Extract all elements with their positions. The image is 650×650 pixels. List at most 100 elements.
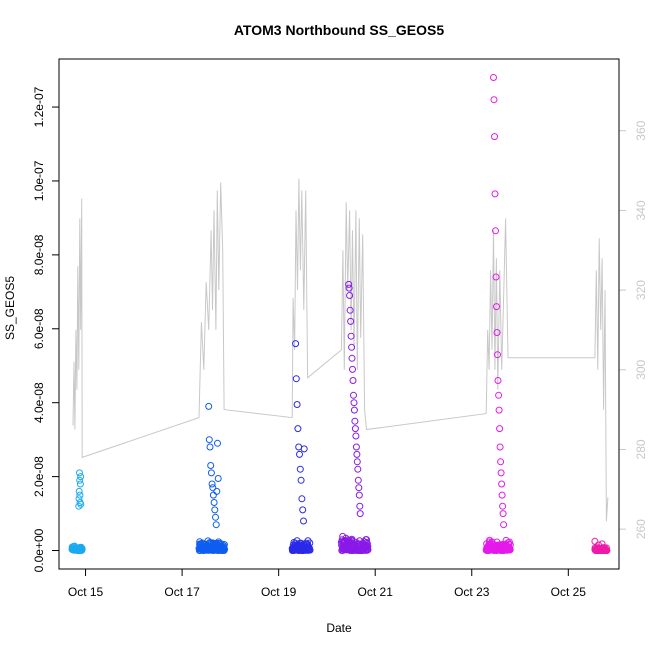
- data-point: [347, 317, 355, 325]
- data-point: [602, 544, 610, 552]
- data-point: [293, 401, 301, 408]
- data-point: [495, 391, 503, 399]
- data-point: [300, 445, 308, 453]
- data-point: [491, 133, 498, 141]
- data-point: [354, 476, 362, 484]
- y-tick-label: 4.0e-08: [32, 382, 46, 423]
- y-tick-label: 1.0e-07: [32, 160, 46, 201]
- chart-title: ATOM3 Northbound SS_GEOS5: [234, 22, 444, 38]
- y2-tick-label: 280: [634, 439, 648, 459]
- data-point: [350, 391, 357, 399]
- y-tick-label: 0.0e+00: [32, 528, 46, 572]
- data-point: [211, 506, 219, 514]
- data-point: [77, 473, 85, 481]
- data-point: [598, 540, 606, 548]
- data-point: [75, 502, 83, 510]
- data-point: [214, 439, 221, 447]
- x-tick-label: Oct 15: [68, 585, 104, 599]
- data-point: [296, 450, 303, 458]
- data-point: [207, 469, 215, 477]
- data-point: [498, 480, 506, 488]
- data-point: [345, 280, 353, 288]
- plot-line-layer: [72, 178, 609, 522]
- y2-tick-label: 360: [634, 120, 648, 140]
- data-point: [506, 546, 514, 554]
- y-tick-label: 6.0e-08: [32, 308, 46, 349]
- data-point: [500, 521, 508, 529]
- x-tick-label: Oct 21: [358, 585, 394, 599]
- data-point: [490, 74, 497, 81]
- axes-layer: Oct 15 Oct 17 Oct 19 Oct 21 Oct 23 Oct 25 0.0e…: [32, 86, 648, 599]
- data-point: [296, 465, 304, 473]
- data-point: [364, 546, 372, 554]
- data-point: [352, 443, 360, 451]
- data-point: [352, 432, 360, 440]
- data-point: [306, 539, 314, 547]
- data-point: [345, 284, 353, 292]
- y2-tick-label: 260: [634, 519, 648, 539]
- data-point: [490, 96, 498, 104]
- data-point: [356, 537, 364, 545]
- data-point: [493, 329, 501, 336]
- data-point: [292, 340, 300, 348]
- data-point: [364, 543, 372, 551]
- data-point: [205, 436, 213, 444]
- data-point: [209, 491, 217, 499]
- data-point: [355, 491, 363, 499]
- data-point: [76, 491, 84, 499]
- data-point: [356, 510, 364, 518]
- data-point: [351, 425, 359, 433]
- data-point: [346, 306, 354, 314]
- x-tick-label: Oct 23: [454, 585, 490, 599]
- data-point: [497, 469, 505, 477]
- data-point: [350, 406, 358, 414]
- data-point: [495, 406, 503, 414]
- data-point: [209, 484, 217, 492]
- data-point: [294, 425, 302, 433]
- data-point: [356, 502, 364, 510]
- altitude-line: [72, 178, 609, 522]
- y-axis-label: SS_GEOS5: [3, 276, 17, 340]
- data-point: [349, 377, 357, 384]
- data-point: [298, 495, 306, 503]
- data-point: [354, 465, 362, 473]
- y2-tick-label: 320: [634, 280, 648, 300]
- data-point: [496, 443, 504, 451]
- data-point: [491, 190, 499, 198]
- data-point: [498, 491, 506, 499]
- data-point: [213, 487, 221, 495]
- data-point: [497, 458, 505, 466]
- y-tick-label: 1.2e-07: [32, 86, 46, 127]
- data-point: [76, 480, 84, 488]
- data-point: [77, 500, 85, 508]
- data-point: [591, 537, 599, 545]
- data-point: [492, 227, 499, 235]
- data-point: [493, 303, 500, 311]
- x-axis-label: Date: [326, 621, 352, 635]
- data-point: [355, 484, 363, 492]
- data-point: [306, 546, 314, 554]
- data-point: [499, 510, 507, 518]
- x-tick-label: Oct 17: [164, 585, 200, 599]
- data-point: [494, 351, 501, 359]
- data-point: [208, 480, 216, 488]
- data-point: [349, 365, 356, 373]
- data-point: [205, 402, 213, 410]
- data-point: [212, 521, 220, 529]
- data-point: [353, 458, 361, 466]
- data-point: [603, 547, 611, 554]
- data-point: [348, 354, 356, 362]
- data-point: [346, 292, 354, 299]
- data-point: [348, 343, 356, 351]
- data-point: [506, 541, 514, 549]
- data-point: [78, 545, 86, 553]
- data-point: [494, 377, 502, 384]
- data-point: [492, 273, 500, 281]
- data-point: [210, 499, 218, 506]
- data-point: [499, 502, 507, 510]
- y2-tick-label: 300: [634, 359, 648, 379]
- data-point: [75, 487, 83, 495]
- data-point: [595, 541, 602, 549]
- x-tick-label: Oct 19: [261, 585, 297, 599]
